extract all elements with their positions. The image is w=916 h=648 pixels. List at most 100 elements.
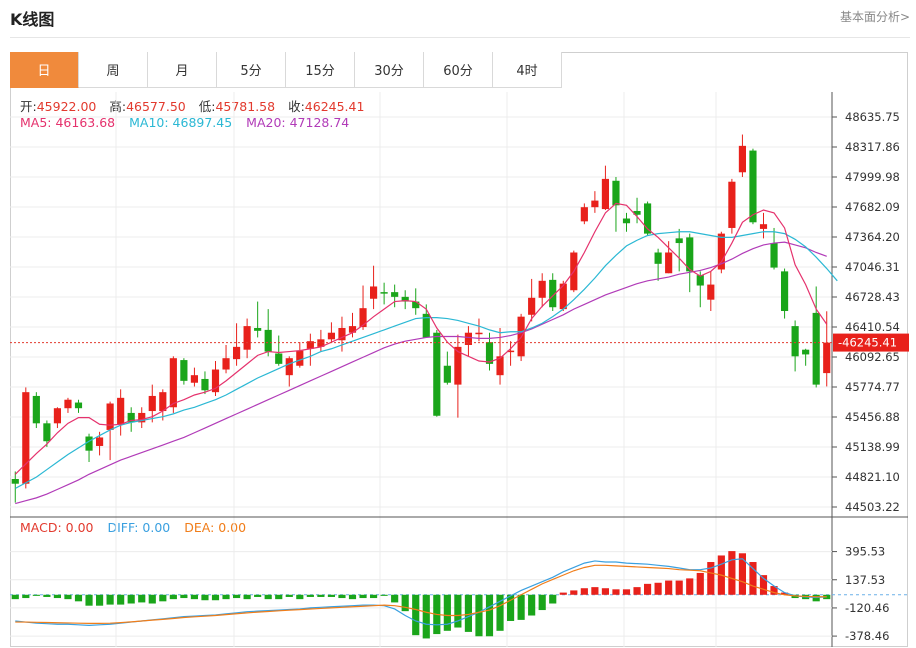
macd-bar — [148, 594, 156, 604]
y-tick-label: 47046.31 — [845, 260, 900, 274]
y-tick-label: 44503.22 — [845, 500, 900, 514]
macd-bar — [559, 592, 567, 595]
macd-bar — [506, 594, 515, 621]
tab-60min[interactable]: 60分 — [424, 52, 493, 88]
ohlc-legend: 开:45922.00 高:46577.50 低:45781.58 收:46245… — [20, 96, 373, 115]
macd-bar — [53, 594, 62, 599]
macd-bar — [707, 562, 715, 595]
candle — [232, 346, 241, 360]
macd-bar — [359, 594, 367, 599]
tab-15min[interactable]: 15分 — [286, 52, 355, 88]
candle — [296, 350, 304, 366]
y-tick-label: 45774.77 — [845, 380, 900, 394]
macd-bar — [570, 590, 578, 595]
close-value: 46245.41 — [304, 99, 365, 114]
y-tick-label: 47999.98 — [845, 170, 900, 184]
candle — [802, 349, 810, 355]
macd-bar — [549, 594, 557, 604]
y-tick-label: 46092.65 — [845, 350, 900, 364]
macd-bar — [485, 594, 494, 637]
candle — [306, 341, 314, 349]
low-label: 低: — [198, 99, 216, 114]
tab-5min[interactable]: 5分 — [217, 52, 286, 88]
candle — [475, 332, 483, 335]
macd-bar — [391, 594, 399, 603]
candle — [95, 437, 104, 446]
macd-bar — [380, 594, 388, 596]
tab-30min[interactable]: 30分 — [355, 52, 424, 88]
dea-value: DEA: 0.00 — [184, 520, 247, 535]
candle — [791, 326, 799, 357]
candle — [285, 358, 293, 376]
ma10-legend: MA10: 46897.45 — [129, 115, 233, 130]
candle — [485, 342, 494, 364]
candle — [675, 238, 683, 244]
header-divider — [10, 37, 910, 38]
candle — [317, 339, 325, 347]
candle — [528, 297, 536, 315]
candle — [117, 397, 125, 425]
macd-bar — [454, 594, 462, 628]
macd-value: MACD: 0.00 — [20, 520, 94, 535]
y-tick-label: 44821.10 — [845, 470, 900, 484]
ma5-legend: MA5: 46163.68 — [20, 115, 116, 130]
candle — [686, 237, 694, 272]
ma20-line — [15, 241, 827, 505]
candle — [148, 395, 156, 412]
candle — [559, 283, 567, 310]
period-tabs: 日 周 月 5分 15分 30分 60分 4时 — [10, 52, 562, 88]
fundamental-analysis-link[interactable]: 基本面分析> — [839, 10, 910, 24]
macd-bar — [32, 594, 40, 596]
macd-bar — [443, 594, 451, 631]
candle — [380, 292, 388, 294]
candle — [264, 329, 272, 352]
candle — [412, 301, 420, 309]
candle — [728, 181, 736, 228]
macd-bar — [612, 589, 620, 595]
candle — [770, 243, 778, 268]
tab-week[interactable]: 周 — [79, 52, 148, 88]
macd-bar — [643, 583, 652, 595]
macd-bar — [412, 594, 420, 636]
y-tick-label: 47682.09 — [845, 200, 900, 214]
candle — [169, 358, 177, 408]
macd-bar — [327, 594, 336, 597]
macd-bar — [369, 594, 378, 599]
page-title: K线图 — [10, 10, 55, 29]
candle — [633, 210, 641, 215]
open-value: 45922.00 — [36, 99, 97, 114]
low-value: 45781.58 — [215, 99, 276, 114]
candle — [106, 403, 114, 430]
macd-bar — [338, 594, 346, 599]
tab-day[interactable]: 日 — [10, 52, 79, 88]
candle — [127, 412, 135, 423]
macd-bar — [686, 578, 694, 595]
candle — [717, 233, 725, 270]
candle — [654, 252, 662, 264]
candle — [211, 369, 220, 393]
tab-month[interactable]: 月 — [148, 52, 217, 88]
dea-line — [15, 564, 827, 624]
y-tick-label: 48317.86 — [845, 140, 900, 154]
macd-bar — [43, 594, 51, 597]
candle — [348, 326, 357, 333]
y-tick-label: 46410.54 — [845, 320, 900, 334]
macd-bar — [190, 594, 199, 600]
candle — [359, 308, 367, 328]
macd-bar — [159, 594, 167, 602]
macd-bar — [138, 594, 146, 603]
candle — [612, 180, 620, 206]
candle — [53, 408, 62, 424]
macd-bar — [285, 594, 293, 597]
candle — [254, 327, 262, 331]
macd-bar — [264, 594, 272, 600]
candle — [580, 207, 588, 222]
tab-4hour[interactable]: 4时 — [493, 52, 562, 88]
candle — [738, 145, 747, 173]
candle — [369, 286, 378, 299]
candle — [496, 356, 504, 376]
candle — [443, 365, 451, 383]
macd-bar — [517, 594, 525, 620]
macd-bar — [728, 551, 736, 595]
